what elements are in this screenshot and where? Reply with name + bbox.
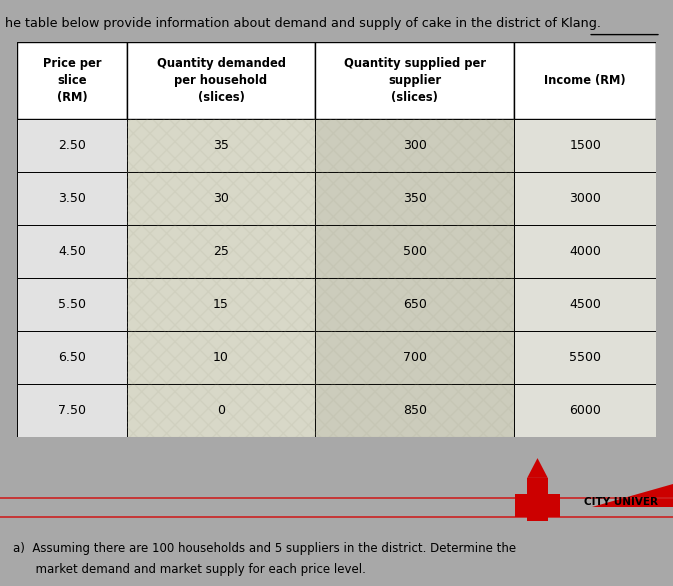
Bar	[17, 42, 127, 119]
Text: 6000: 6000	[569, 404, 601, 417]
Text: he table below provide information about demand and supply of cake in the distri: he table below provide information about…	[5, 17, 602, 30]
Bar	[127, 172, 315, 225]
Text: 650: 650	[402, 298, 427, 311]
Bar	[127, 331, 315, 384]
Text: 4.50: 4.50	[58, 245, 86, 258]
Bar	[127, 119, 315, 172]
Bar	[17, 278, 127, 331]
Text: 700: 700	[402, 350, 427, 364]
Bar	[514, 225, 656, 278]
Bar	[315, 384, 514, 437]
Bar	[514, 119, 656, 172]
Bar	[315, 42, 514, 119]
Text: 2.50: 2.50	[58, 139, 86, 152]
Bar	[127, 225, 315, 278]
Bar	[315, 331, 514, 384]
Bar	[315, 172, 514, 225]
Bar	[315, 225, 514, 278]
Text: Income (RM): Income (RM)	[544, 74, 626, 87]
Bar	[527, 478, 548, 522]
Bar	[514, 42, 656, 119]
Text: market demand and market supply for each price level.: market demand and market supply for each…	[13, 563, 366, 575]
Bar	[315, 278, 514, 331]
Bar	[516, 493, 527, 517]
Bar	[514, 172, 656, 225]
Text: 7.50: 7.50	[58, 404, 86, 417]
Text: 5.50: 5.50	[58, 298, 86, 311]
Text: Quantity demanded
per household
(slices): Quantity demanded per household (slices)	[157, 57, 285, 104]
Text: 0: 0	[217, 404, 225, 417]
Bar	[127, 119, 315, 172]
Bar	[127, 42, 315, 119]
Bar	[17, 384, 127, 437]
Bar	[17, 172, 127, 225]
Text: a)  Assuming there are 100 households and 5 suppliers in the district. Determine: a) Assuming there are 100 households and…	[13, 541, 517, 554]
Text: Quantity supplied per
supplier
(slices): Quantity supplied per supplier (slices)	[344, 57, 486, 104]
Text: 4500: 4500	[569, 298, 601, 311]
Bar	[514, 331, 656, 384]
Bar	[127, 278, 315, 331]
Bar	[315, 384, 514, 437]
Bar	[315, 331, 514, 384]
Text: 25: 25	[213, 245, 229, 258]
Text: 1500: 1500	[569, 139, 601, 152]
Text: 15: 15	[213, 298, 229, 311]
Text: 500: 500	[402, 245, 427, 258]
Text: 6.50: 6.50	[58, 350, 86, 364]
Bar	[315, 119, 514, 172]
Bar	[127, 331, 315, 384]
Text: 4000: 4000	[569, 245, 601, 258]
Bar	[315, 172, 514, 225]
Bar	[127, 225, 315, 278]
Bar	[17, 225, 127, 278]
Bar	[315, 119, 514, 172]
Text: 3000: 3000	[569, 192, 601, 205]
Polygon shape	[592, 484, 673, 507]
Text: 350: 350	[402, 192, 427, 205]
Bar	[315, 278, 514, 331]
Bar	[548, 493, 560, 517]
Text: CITY UNIVER: CITY UNIVER	[583, 496, 658, 507]
Bar	[127, 384, 315, 437]
Bar	[127, 278, 315, 331]
Text: 3.50: 3.50	[58, 192, 86, 205]
Text: 850: 850	[402, 404, 427, 417]
Bar	[127, 172, 315, 225]
Text: Price per
slice
(RM): Price per slice (RM)	[42, 57, 101, 104]
Bar	[514, 278, 656, 331]
Text: 35: 35	[213, 139, 229, 152]
Bar	[315, 225, 514, 278]
Text: 10: 10	[213, 350, 229, 364]
Text: 5500: 5500	[569, 350, 601, 364]
Bar	[17, 119, 127, 172]
Bar	[127, 384, 315, 437]
Bar	[514, 384, 656, 437]
Bar	[17, 331, 127, 384]
Text: 30: 30	[213, 192, 229, 205]
Text: 300: 300	[402, 139, 427, 152]
Polygon shape	[527, 458, 548, 478]
